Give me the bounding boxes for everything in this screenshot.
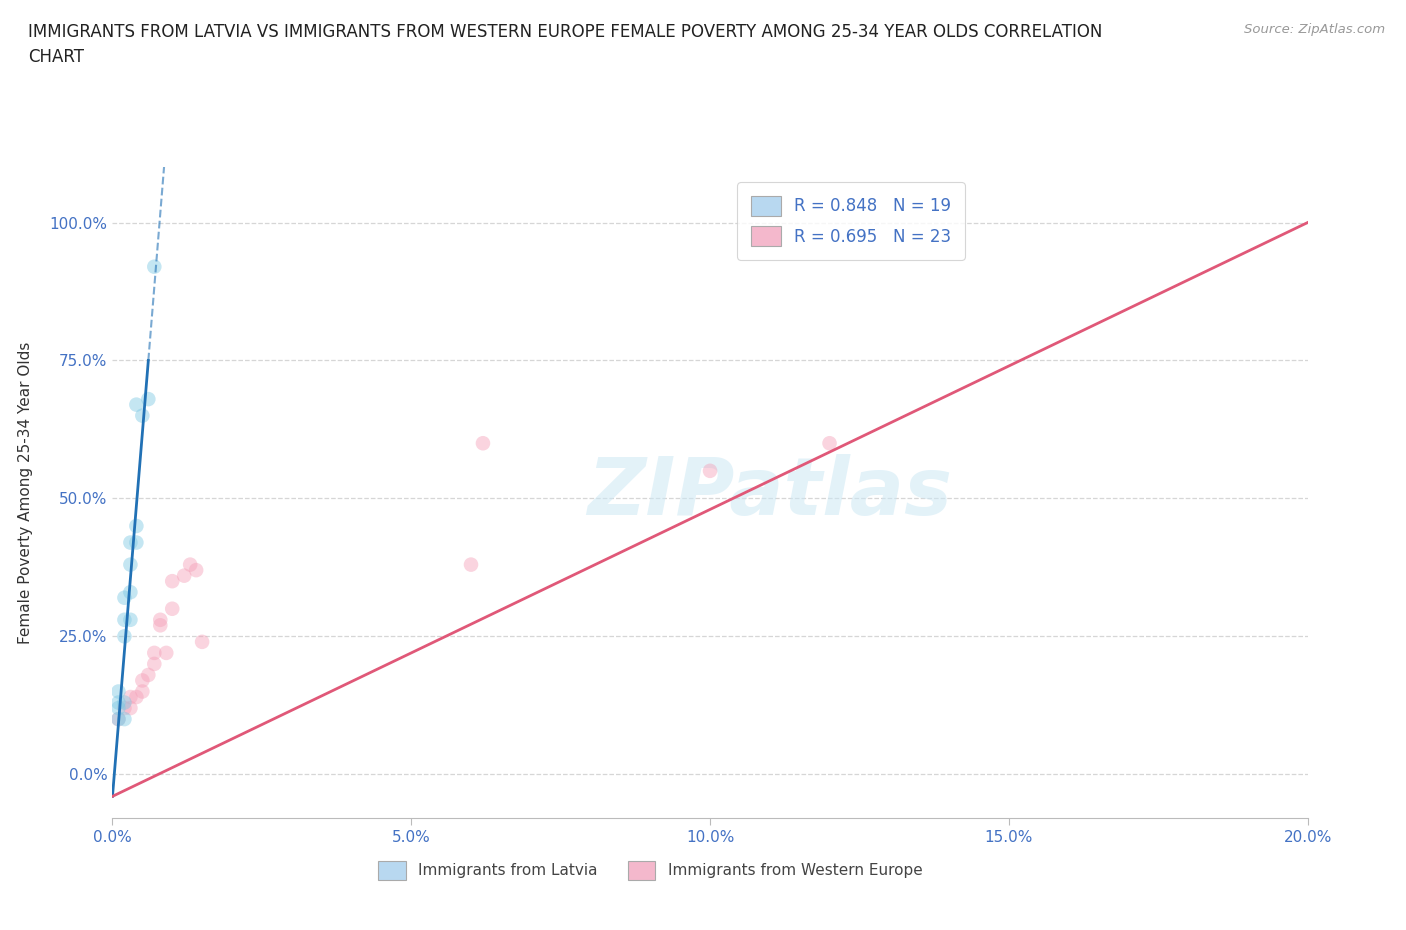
Point [120,689,142,704]
Point [107,711,129,726]
Point [131,408,153,423]
Point [138,668,160,683]
Point [143,645,166,660]
Legend: R = 0.848   N = 19, R = 0.695   N = 23: R = 0.848 N = 19, R = 0.695 N = 23 [738,182,965,259]
Point [107,711,129,726]
Point [138,392,160,406]
Point [120,557,142,572]
Point [162,574,183,589]
Text: ZIPatlas: ZIPatlas [588,454,952,532]
Point [114,612,135,627]
Point [114,711,135,726]
Point [143,259,166,274]
Text: IMMIGRANTS FROM LATVIA VS IMMIGRANTS FROM WESTERN EUROPE FEMALE POVERTY AMONG 25: IMMIGRANTS FROM LATVIA VS IMMIGRANTS FRO… [28,23,1102,41]
Point [155,645,177,660]
Point [131,673,153,688]
Point [114,591,135,605]
Point [120,700,142,715]
Point [131,684,153,699]
Point [149,612,172,627]
Point [107,695,129,710]
Point [120,612,142,627]
Point [186,563,208,578]
Point [818,436,841,451]
Point [173,568,195,583]
Point [149,618,172,632]
Y-axis label: Female Poverty Among 25-34 Year Olds: Female Poverty Among 25-34 Year Olds [18,341,32,644]
Point [107,700,129,715]
Point [179,557,201,572]
Point [125,397,148,412]
Point [699,463,721,478]
Point [114,700,135,715]
Point [120,585,142,600]
Point [125,535,148,550]
Point [143,657,166,671]
Point [162,602,183,617]
Text: Source: ZipAtlas.com: Source: ZipAtlas.com [1244,23,1385,36]
Point [107,684,129,699]
Point [114,695,135,710]
Point [125,519,148,534]
Point [125,689,148,704]
Point [191,634,214,649]
Point [120,535,142,550]
Text: CHART: CHART [28,48,84,66]
Point [472,436,495,451]
Point [114,629,135,644]
Point [460,557,482,572]
